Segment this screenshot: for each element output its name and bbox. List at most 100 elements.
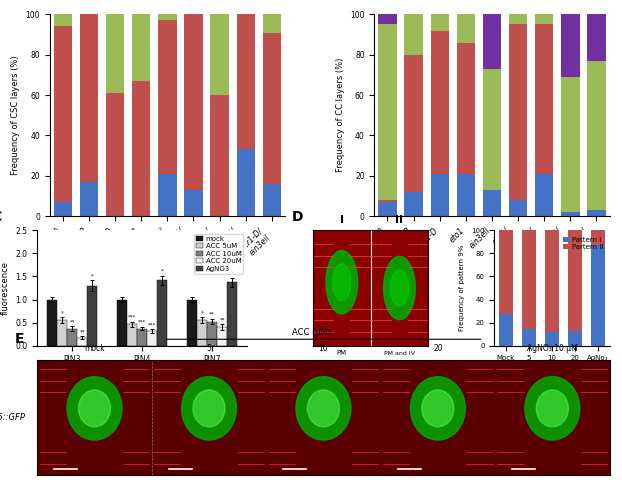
Bar bbox=[522, 329, 536, 346]
Text: I: I bbox=[340, 216, 344, 226]
Bar bbox=[106, 93, 124, 216]
Ellipse shape bbox=[390, 270, 409, 306]
X-axis label: ACC(μM): ACC(μM) bbox=[537, 367, 567, 373]
Bar bbox=[371, 230, 428, 346]
Bar bbox=[483, 190, 501, 216]
Bar bbox=[404, 192, 423, 216]
Bar bbox=[53, 14, 72, 26]
Bar bbox=[106, 14, 124, 93]
Bar bbox=[568, 230, 582, 331]
Bar bbox=[187, 300, 197, 346]
Text: *: * bbox=[61, 310, 63, 315]
Text: E: E bbox=[14, 332, 24, 346]
Bar bbox=[227, 282, 237, 346]
Ellipse shape bbox=[296, 377, 351, 440]
Bar bbox=[236, 14, 255, 149]
Ellipse shape bbox=[333, 264, 351, 300]
Text: ***: *** bbox=[138, 320, 146, 325]
Bar bbox=[132, 14, 151, 81]
Y-axis label: Frequency of CC layers (%): Frequency of CC layers (%) bbox=[336, 58, 345, 172]
Bar bbox=[80, 14, 98, 182]
Bar bbox=[184, 190, 203, 216]
Bar bbox=[53, 26, 72, 202]
Ellipse shape bbox=[78, 390, 111, 427]
Bar bbox=[210, 95, 229, 216]
Ellipse shape bbox=[422, 390, 454, 427]
Ellipse shape bbox=[182, 377, 236, 440]
Bar bbox=[378, 202, 397, 216]
Text: ***: *** bbox=[148, 322, 156, 327]
Ellipse shape bbox=[67, 377, 122, 440]
Text: DR5::GFP: DR5::GFP bbox=[0, 413, 26, 422]
Bar bbox=[378, 24, 397, 200]
Bar bbox=[535, 174, 554, 216]
Text: *: * bbox=[91, 273, 94, 278]
Bar bbox=[207, 322, 217, 346]
Text: 10: 10 bbox=[318, 344, 328, 353]
Text: **: ** bbox=[209, 312, 215, 317]
Bar bbox=[378, 200, 397, 202]
Y-axis label: Frequency of pattern 9%: Frequency of pattern 9% bbox=[460, 245, 465, 331]
Bar bbox=[37, 360, 152, 475]
Bar bbox=[158, 174, 177, 216]
Text: mock: mock bbox=[84, 344, 105, 353]
Bar bbox=[217, 327, 227, 346]
Ellipse shape bbox=[525, 377, 580, 440]
Bar bbox=[509, 14, 527, 24]
Y-axis label: Frequency of CSC layers (%): Frequency of CSC layers (%) bbox=[11, 55, 20, 175]
Bar bbox=[158, 14, 177, 21]
Bar bbox=[499, 314, 513, 346]
Text: ACC (μM): ACC (μM) bbox=[292, 328, 332, 336]
Bar bbox=[147, 331, 157, 346]
Ellipse shape bbox=[326, 251, 358, 314]
Bar bbox=[184, 14, 203, 190]
Bar bbox=[545, 332, 559, 346]
Bar bbox=[132, 81, 151, 216]
Bar bbox=[266, 360, 381, 475]
Bar bbox=[262, 184, 281, 216]
Bar bbox=[457, 0, 475, 43]
Bar bbox=[57, 320, 67, 346]
Bar bbox=[157, 280, 167, 346]
Y-axis label: Relative intensity of
fluorescence: Relative intensity of fluorescence bbox=[0, 246, 10, 330]
Bar bbox=[591, 245, 605, 346]
Bar bbox=[381, 360, 495, 475]
Legend: Pattern I, Partern II: Pattern I, Partern II bbox=[560, 234, 606, 253]
Bar bbox=[127, 324, 137, 346]
Bar bbox=[587, 210, 606, 216]
Text: II: II bbox=[396, 216, 404, 226]
Text: D: D bbox=[292, 210, 304, 224]
Bar bbox=[483, 14, 501, 69]
Bar bbox=[430, 174, 449, 216]
Bar bbox=[80, 182, 98, 216]
Text: **: ** bbox=[220, 318, 225, 323]
Bar bbox=[561, 77, 580, 212]
Text: 5: 5 bbox=[207, 344, 211, 353]
Text: AgNO₃ 10 μM: AgNO₃ 10 μM bbox=[527, 344, 578, 353]
Bar bbox=[137, 328, 147, 346]
Bar bbox=[236, 149, 255, 216]
Text: 20: 20 bbox=[433, 344, 443, 353]
X-axis label: GFP: GFP bbox=[134, 366, 151, 375]
Bar bbox=[210, 14, 229, 95]
Bar bbox=[509, 200, 527, 216]
Bar bbox=[197, 320, 207, 346]
Bar bbox=[77, 338, 88, 346]
Bar bbox=[430, 0, 449, 31]
Bar bbox=[117, 300, 127, 346]
Bar bbox=[587, 14, 606, 61]
Text: PM and IV: PM and IV bbox=[384, 351, 415, 356]
Text: C: C bbox=[0, 210, 1, 224]
Ellipse shape bbox=[193, 390, 225, 427]
Text: *: * bbox=[231, 271, 233, 276]
Text: *: * bbox=[161, 269, 164, 274]
Bar bbox=[545, 230, 559, 332]
Text: pPIN3::PIN3-GFP: pPIN3::PIN3-GFP bbox=[342, 364, 399, 370]
Bar bbox=[262, 14, 281, 33]
Bar bbox=[430, 31, 449, 174]
Bar bbox=[262, 33, 281, 184]
Bar bbox=[495, 360, 610, 475]
Bar bbox=[378, 14, 397, 24]
Bar bbox=[568, 331, 582, 346]
Bar bbox=[483, 69, 501, 190]
